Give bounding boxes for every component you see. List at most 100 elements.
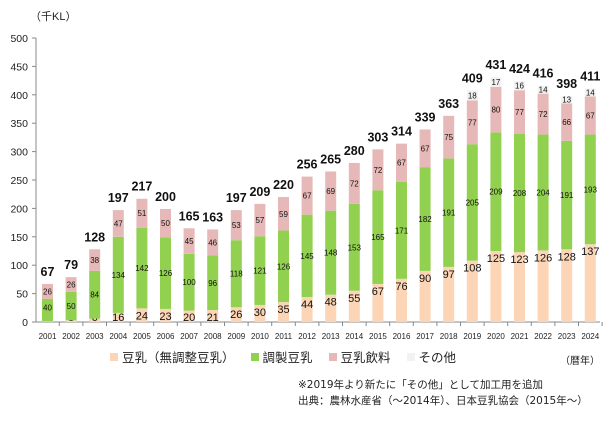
data-label: 97: [443, 269, 455, 281]
data-label: 14: [586, 89, 595, 98]
y-tick-label: 350: [10, 118, 28, 130]
data-label: 38: [90, 256, 99, 265]
data-label: 148: [324, 249, 338, 258]
y-tick-label: 50: [16, 289, 28, 301]
bar-segment: [584, 244, 596, 322]
bar-segment: [537, 85, 549, 94]
x-tick-label: 2007: [180, 332, 198, 341]
x-tick-label: 2021: [511, 332, 529, 341]
data-label: 67: [586, 112, 595, 121]
x-tick-label: 2012: [298, 332, 316, 341]
data-label: 77: [515, 108, 524, 117]
legend-swatch: [328, 352, 337, 361]
bar-segment: [136, 227, 148, 309]
total-label: 197: [226, 191, 247, 205]
bar-segment: [65, 277, 77, 292]
total-label: 79: [64, 258, 78, 272]
bar-segment: [537, 250, 549, 322]
total-label: 256: [297, 158, 318, 172]
data-label: 47: [114, 219, 123, 228]
data-label: 21: [207, 312, 219, 324]
data-label: 205: [466, 198, 480, 207]
bar-segment: [561, 95, 573, 104]
data-label: 57: [255, 216, 264, 225]
x-tick-label: 2018: [440, 332, 458, 341]
bar-segment: [537, 134, 549, 251]
bar-segment: [584, 134, 596, 245]
data-label: 55: [348, 293, 360, 305]
bar-segment: [514, 90, 525, 134]
x-tick-label: 2009: [227, 332, 245, 341]
x-tick-label: 2020: [487, 332, 505, 341]
legend-label: その他: [418, 350, 457, 365]
bar-segment: [419, 167, 431, 271]
bar-segment: [490, 251, 502, 322]
bar-segment: [160, 308, 171, 322]
data-label: 72: [373, 166, 382, 175]
x-tick-label: 2001: [39, 332, 57, 341]
x-tick-label: 2019: [463, 332, 481, 341]
data-label: 77: [468, 118, 477, 127]
total-label: 265: [320, 152, 341, 166]
y-tick-label: 150: [10, 232, 28, 244]
data-label: 204: [536, 188, 550, 197]
bar-segment: [514, 81, 525, 91]
bar-segment: [443, 266, 455, 322]
bar-segment: [561, 103, 573, 141]
total-label: 431: [485, 58, 506, 72]
bar-segment: [490, 77, 502, 87]
data-label: 80: [491, 106, 500, 115]
data-label: 40: [43, 304, 52, 313]
data-label: 18: [468, 91, 477, 100]
data-label: 72: [350, 179, 359, 188]
bar-segment: [112, 236, 124, 313]
bar-segment: [443, 158, 455, 267]
data-label: 126: [277, 262, 291, 271]
stacked-bar-chart: （千KL）05010015020025030035040045050020011…: [10, 10, 603, 341]
data-label: 208: [513, 189, 527, 198]
bar-segment: [89, 318, 101, 322]
data-label: 126: [534, 252, 552, 264]
y-tick-label: 100: [10, 260, 28, 272]
bar-segment: [537, 93, 549, 135]
x-tick-label: 2016: [393, 332, 411, 341]
data-label: 118: [230, 270, 243, 279]
y-tick-label: 300: [10, 147, 28, 159]
bar-segment: [396, 278, 407, 322]
bar-segment: [396, 143, 407, 182]
data-label: 171: [395, 226, 409, 235]
x-tick-label: 2003: [86, 332, 104, 341]
bar-segment: [443, 115, 455, 159]
bar-segment: [112, 312, 124, 322]
data-label: 67: [303, 192, 312, 201]
bar-segment: [348, 162, 360, 204]
bar-segment: [419, 129, 431, 168]
source-note: 出典：農林水産省（～2014年）、日本豆乳協会（2015年～）: [298, 395, 588, 407]
legend-item-beverage: 豆乳飲料: [328, 347, 391, 366]
data-label: 26: [43, 287, 52, 296]
legend-swatch: [406, 352, 415, 361]
bar-segment: [584, 96, 596, 135]
y-tick-label: 0: [22, 317, 28, 329]
bar-segment: [230, 307, 242, 322]
data-label: 16: [515, 82, 524, 91]
bar-segment: [301, 214, 313, 298]
bar-segment: [466, 260, 478, 322]
x-tick-label: 2017: [416, 332, 434, 341]
x-axis-unit: （暦年）: [560, 356, 600, 367]
bar-segment: [183, 253, 195, 311]
bar-segment: [160, 208, 171, 238]
bar-segment: [466, 90, 478, 101]
bar-segment: [490, 132, 502, 251]
data-label: 137: [581, 246, 599, 258]
y-tick-label: 200: [10, 203, 28, 215]
data-label: 108: [463, 263, 481, 275]
data-label: 14: [539, 86, 548, 95]
bar-segment: [348, 290, 360, 322]
data-label: 76: [395, 281, 407, 293]
bar-segment: [561, 249, 573, 322]
total-label: 303: [367, 130, 388, 144]
total-label: 209: [249, 185, 270, 199]
data-label: 123: [510, 254, 528, 266]
x-tick-label: 2015: [369, 332, 387, 341]
